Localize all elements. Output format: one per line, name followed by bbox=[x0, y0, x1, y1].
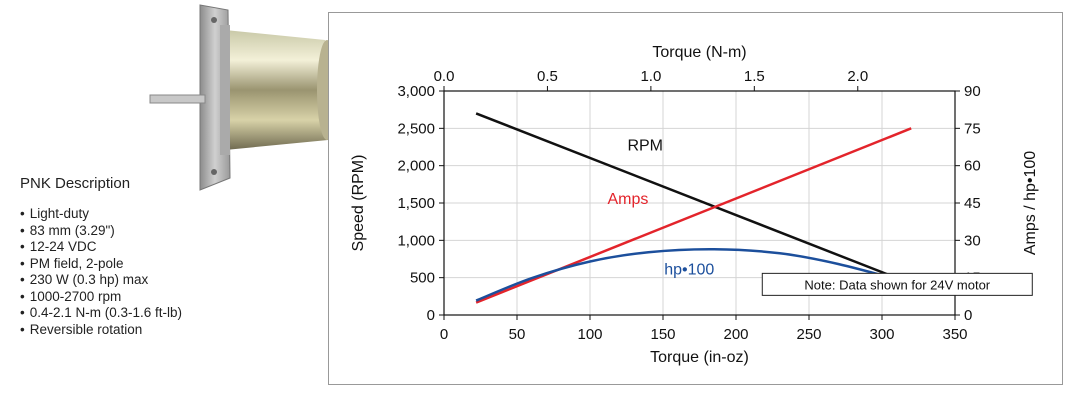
x-axis-title: Torque (in-oz) bbox=[650, 349, 749, 366]
y-left-tick-label: 2,000 bbox=[397, 158, 435, 175]
spec-item: 230 W (0.3 hp) max bbox=[20, 272, 330, 289]
spec-list: Light-duty 83 mm (3.29") 12-24 VDC PM fi… bbox=[20, 206, 330, 338]
spec-item: 83 mm (3.29") bbox=[20, 223, 330, 240]
x-top-tick-label: 0.5 bbox=[537, 68, 558, 85]
x-top-axis-title: Torque (N-m) bbox=[652, 44, 746, 61]
y-left-tick-label: 0 bbox=[427, 307, 435, 324]
y-right-tick-label: 45 bbox=[964, 195, 981, 212]
product-description: PNK Description Light-duty 83 mm (3.29")… bbox=[20, 175, 330, 338]
x-tick-label: 350 bbox=[942, 326, 967, 343]
x-top-tick-label: 1.0 bbox=[640, 68, 661, 85]
y-right-tick-label: 90 bbox=[964, 83, 981, 100]
series-line-rpm bbox=[475, 112, 912, 285]
y-left-tick-label: 2,500 bbox=[397, 120, 435, 137]
spec-item: 0.4-2.1 N-m (0.3-1.6 ft-lb) bbox=[20, 305, 330, 322]
series-line-hp-100 bbox=[475, 248, 912, 302]
spec-item: Reversible rotation bbox=[20, 322, 330, 339]
x-top-tick-label: 1.5 bbox=[744, 68, 765, 85]
x-tick-label: 150 bbox=[650, 326, 675, 343]
x-tick-label: 0 bbox=[440, 326, 448, 343]
y-right-tick-label: 60 bbox=[964, 158, 981, 175]
y-right-tick-label: 75 bbox=[964, 120, 981, 137]
spec-item: Light-duty bbox=[20, 206, 330, 223]
y-right-tick-label: 30 bbox=[964, 232, 981, 249]
spec-item: PM field, 2-pole bbox=[20, 256, 330, 273]
x-tick-label: 100 bbox=[577, 326, 602, 343]
x-tick-label: 300 bbox=[869, 326, 894, 343]
x-tick-label: 250 bbox=[796, 326, 821, 343]
y-right-axis-title: Amps / hp•100 bbox=[1022, 151, 1039, 255]
y-left-axis-title: Speed (RPM) bbox=[350, 155, 367, 252]
series-label-rpm: RPM bbox=[627, 138, 663, 155]
spec-item: 12-24 VDC bbox=[20, 239, 330, 256]
description-title: PNK Description bbox=[20, 175, 131, 192]
spec-item: 1000-2700 rpm bbox=[20, 289, 330, 306]
y-left-tick-label: 3,000 bbox=[397, 83, 435, 100]
y-left-tick-label: 1,000 bbox=[397, 232, 435, 249]
motor-photo bbox=[149, 4, 353, 191]
y-left-tick-label: 500 bbox=[410, 270, 435, 287]
performance-chart-panel: 0 50 100 150 200 250 300 350 0.0 0.5 1.0 1.5 2.0 0 500… bbox=[328, 12, 1063, 385]
series-label-hp-100: hp•100 bbox=[664, 262, 714, 279]
y-right-tick-label: 0 bbox=[964, 307, 972, 324]
note-text: Note: Data shown for 24V motor bbox=[804, 277, 990, 292]
x-tick-label: 50 bbox=[509, 326, 526, 343]
series-label-amps: Amps bbox=[607, 191, 648, 208]
y-left-tick-label: 1,500 bbox=[397, 195, 435, 212]
note-box bbox=[761, 272, 1033, 296]
x-tick-label: 200 bbox=[723, 326, 748, 343]
x-top-tick-label: 0.0 bbox=[434, 68, 455, 85]
x-top-tick-label: 2.0 bbox=[847, 68, 868, 85]
